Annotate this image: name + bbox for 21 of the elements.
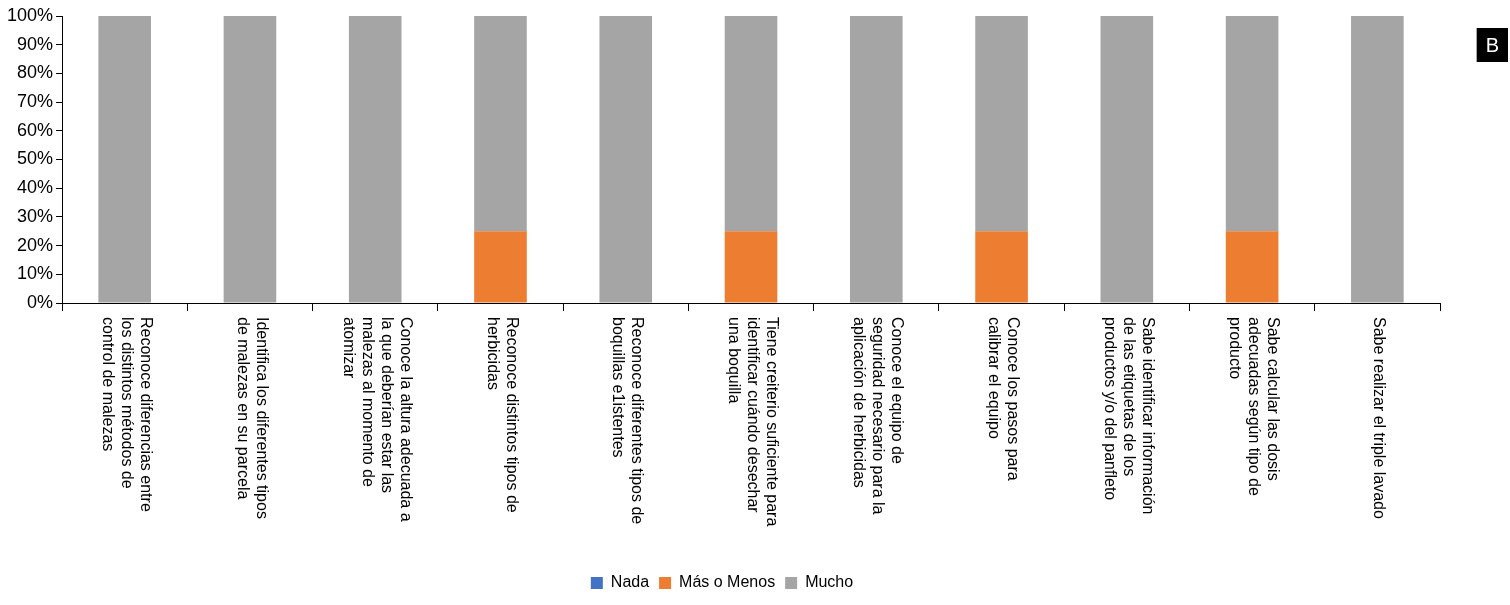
y-tick-label: 80% (17, 62, 54, 83)
x-tick-label: Tiene creiterio suficiente para identificar cuándo desechar una boquilla (726, 317, 782, 527)
y-tick-label: 90% (17, 33, 54, 54)
legend-label: Nada (610, 573, 650, 591)
legend-label: Más o Menos (679, 573, 776, 591)
legend-label: Mucho (805, 573, 854, 591)
x-tick-label: Conoce la altura adecuada a la que deberían estar las malezas al momento de atomizar (340, 317, 415, 522)
y-tick-label: 50% (17, 148, 54, 169)
x-tick-label: Reconoce diferencias entre los distintos métodos de control de malezas (99, 317, 155, 512)
y-tick-label: 0% (27, 291, 54, 312)
text: B (1485, 33, 1499, 56)
y-tick-label: 10% (17, 263, 54, 284)
x-tick-label: Sabe calcular las dosis adecuadas según tipo de producto (1227, 317, 1283, 496)
y-tick-label: 70% (17, 91, 54, 112)
x-tick-label: Sabe realizar el triple lavado (1371, 317, 1389, 519)
y-tick-label: 100% (6, 4, 54, 25)
y-tick-label: 60% (17, 119, 54, 140)
y-tick-label: 20% (17, 234, 54, 255)
x-tick-label: Reconoce distintos tipos de herbicidas (485, 317, 522, 513)
y-tick-label: 40% (17, 177, 54, 198)
y-tick-label: 30% (17, 205, 54, 226)
